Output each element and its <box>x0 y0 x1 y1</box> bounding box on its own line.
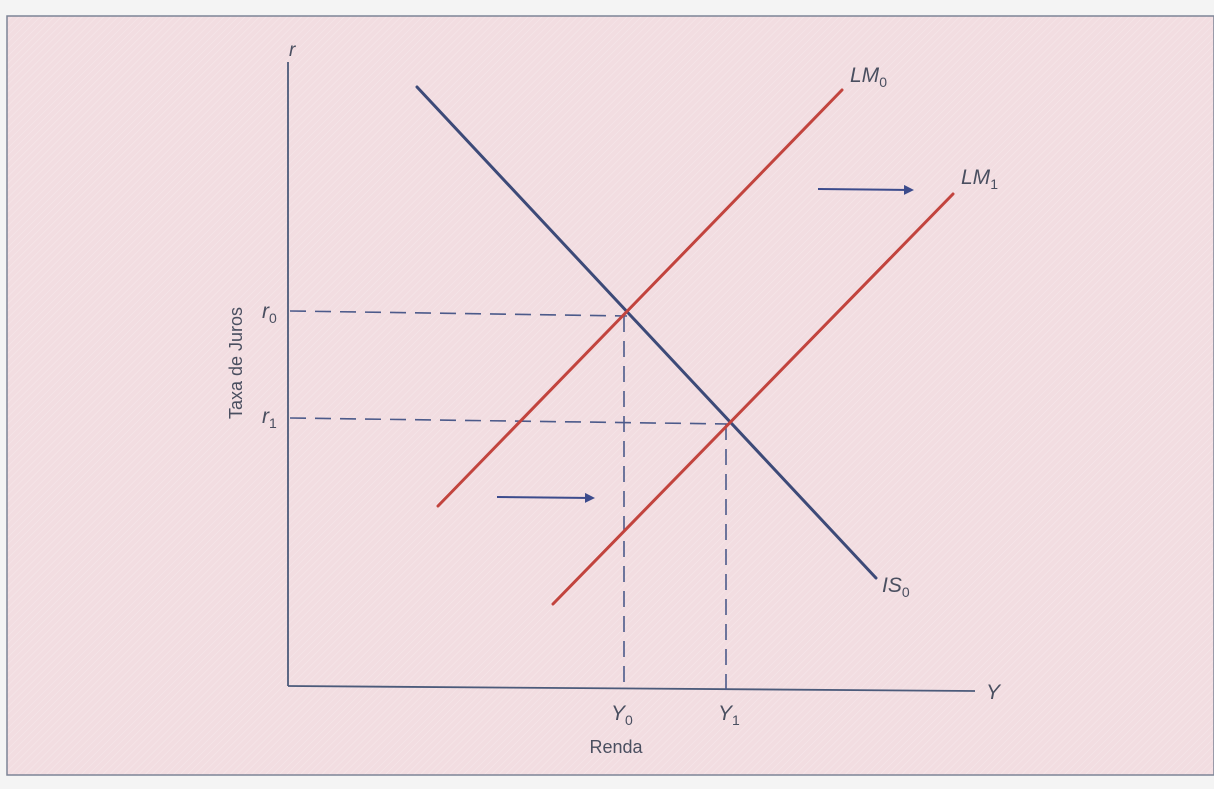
y-axis-title: Taxa de Juros <box>226 307 246 419</box>
x-axis <box>287 685 976 692</box>
shift-arrow-upper <box>817 184 914 195</box>
r0-tick-name: r <box>262 300 270 323</box>
lm1-label-name: LM <box>961 166 991 189</box>
is0-label: IS0 <box>882 574 910 600</box>
y0-tick-label: Y0 <box>611 702 633 728</box>
y0-tick-name: Y <box>611 702 627 725</box>
r0-guide-line <box>289 310 628 317</box>
lm0-curve <box>436 88 844 508</box>
lm1-label: LM1 <box>961 166 998 192</box>
y-axis-symbol: r <box>289 40 296 61</box>
r1-tick-label: r1 <box>262 405 277 431</box>
is0-label-subscript: 0 <box>902 584 910 600</box>
r0-tick-label: r0 <box>262 300 277 326</box>
panel-texture <box>7 16 1214 775</box>
y0-tick-subscript: 0 <box>625 712 633 728</box>
r1-tick-name: r <box>262 405 270 428</box>
r1-tick-subscript: 1 <box>269 415 277 431</box>
r1-guide-line <box>289 417 729 425</box>
x-axis-symbol: Y <box>986 681 1002 704</box>
y1-tick-subscript: 1 <box>732 712 740 728</box>
y1-tick-name: Y <box>718 702 734 725</box>
x-axis-title: Renda <box>589 737 643 757</box>
lm0-label: LM0 <box>850 64 887 90</box>
lm0-label-name: LM <box>850 64 880 87</box>
shift-arrow-lower <box>496 492 595 503</box>
y1-tick-label: Y1 <box>718 702 740 728</box>
lm1-curve <box>551 192 955 606</box>
is0-curve <box>415 85 878 580</box>
lm1-label-subscript: 1 <box>990 176 998 192</box>
is0-label-name: IS <box>882 574 902 597</box>
r0-tick-subscript: 0 <box>269 310 277 326</box>
panel-frame <box>6 15 1214 776</box>
lm0-label-subscript: 0 <box>879 74 887 90</box>
